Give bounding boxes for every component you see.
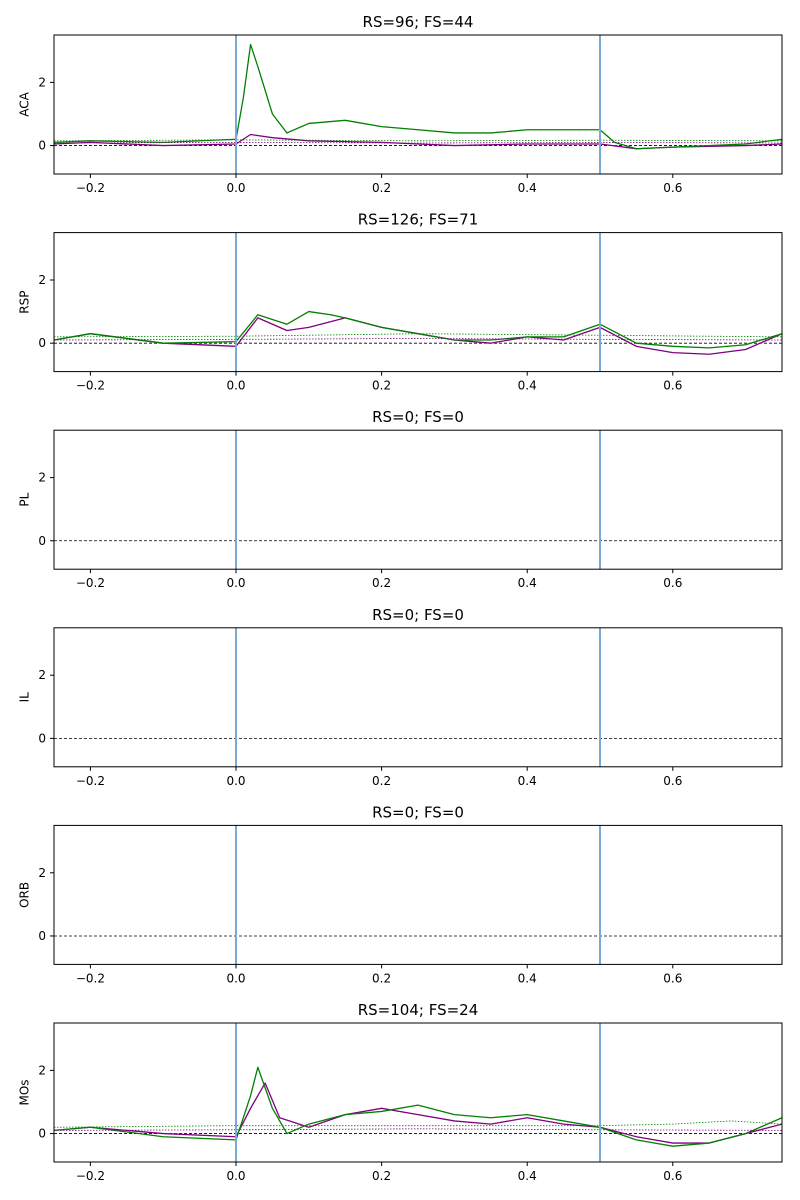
y-tick-label: 2 — [38, 1063, 46, 1077]
y-tick-label: 2 — [38, 866, 46, 880]
series-line-3 — [54, 1128, 782, 1131]
plot-area — [54, 1023, 782, 1162]
y-axis-label: ORB — [18, 882, 32, 908]
y-tick-label: 2 — [38, 668, 46, 682]
panel-4: RS=0; FS=0 ORB −0.2 0.0 0.2 0.4 0.6 0 2 — [18, 803, 783, 985]
x-tick-label: 0.0 — [226, 181, 245, 195]
series-line-3 — [54, 338, 782, 341]
x-tick-label: −0.2 — [76, 1169, 105, 1183]
x-tick-label: 0.0 — [226, 971, 245, 985]
x-tick-label: 0.6 — [663, 379, 682, 393]
x-tick-label: 0.2 — [372, 971, 391, 985]
axes-frame — [53, 34, 783, 175]
x-tick-label: 0.4 — [518, 774, 537, 788]
x-tick-label: 0.6 — [663, 576, 682, 590]
axes-frame — [53, 232, 783, 373]
y-tick-label: 2 — [38, 75, 46, 89]
panel-title: RS=96; FS=44 — [363, 13, 474, 31]
x-tick-label: 0.2 — [372, 774, 391, 788]
panel-0: RS=96; FS=44 ACA −0.2 0.0 0.2 0.4 0.6 0 2 — [18, 13, 783, 195]
x-tick-label: 0.0 — [226, 774, 245, 788]
panel-title: RS=104; FS=24 — [358, 1001, 479, 1019]
series-line-1 — [54, 1066, 782, 1147]
x-tick-label: 0.4 — [518, 379, 537, 393]
axes-frame — [53, 1022, 783, 1163]
series-line-2 — [54, 333, 782, 338]
series-line-1 — [54, 310, 782, 349]
y-tick-label: 0 — [38, 139, 46, 153]
x-tick-label: 0.2 — [372, 379, 391, 393]
y-tick-label: 0 — [38, 534, 46, 548]
x-tick-label: 0.2 — [372, 1169, 391, 1183]
y-axis-label: IL — [18, 692, 32, 703]
x-tick-label: 0.4 — [518, 971, 537, 985]
panel-2: RS=0; FS=0 PL −0.2 0.0 0.2 0.4 0.6 0 2 — [18, 408, 783, 590]
y-tick-label: 2 — [38, 471, 46, 485]
y-tick-label: 2 — [38, 273, 46, 287]
x-tick-label: 0.0 — [226, 576, 245, 590]
panel-title: RS=0; FS=0 — [372, 606, 464, 624]
series-line-2 — [54, 1120, 782, 1128]
plot-area — [54, 825, 782, 965]
y-axis-label: ACA — [18, 91, 32, 116]
x-tick-label: −0.2 — [76, 774, 105, 788]
series-line-3 — [54, 142, 782, 144]
x-tick-label: −0.2 — [76, 576, 105, 590]
plot-area — [54, 232, 782, 372]
y-tick-label: 0 — [38, 929, 46, 943]
axes-frame — [53, 627, 783, 768]
y-axis-label: RSP — [18, 290, 32, 313]
x-tick-label: 0.2 — [372, 181, 391, 195]
x-tick-label: 0.6 — [663, 1169, 682, 1183]
x-tick-label: −0.2 — [76, 379, 105, 393]
panel-title: RS=0; FS=0 — [372, 803, 464, 821]
plot-area — [54, 627, 782, 767]
x-tick-label: 0.0 — [226, 1169, 245, 1183]
x-tick-label: 0.6 — [663, 971, 682, 985]
x-tick-label: 0.6 — [663, 774, 682, 788]
panel-title: RS=0; FS=0 — [372, 408, 464, 426]
panel-1: RS=126; FS=71 RSP −0.2 0.0 0.2 0.4 0.6 0 2 — [18, 211, 783, 393]
axes-frame — [53, 824, 783, 965]
series-line-2 — [54, 139, 782, 142]
x-tick-label: 0.6 — [663, 181, 682, 195]
series-line-1 — [54, 43, 782, 150]
y-axis-label: PL — [18, 492, 32, 506]
plot-area — [54, 35, 782, 174]
x-tick-label: −0.2 — [76, 971, 105, 985]
panel-3: RS=0; FS=0 IL −0.2 0.0 0.2 0.4 0.6 0 2 — [18, 606, 783, 788]
y-axis-label: MOs — [18, 1079, 32, 1105]
x-tick-label: 0.0 — [226, 379, 245, 393]
series-line-0 — [54, 1082, 782, 1144]
panel-5: RS=104; FS=24 MOs −0.2 0.0 0.2 0.4 0.6 0 2 — [18, 1001, 783, 1183]
axes-frame — [53, 429, 783, 570]
y-tick-label: 0 — [38, 1127, 46, 1141]
x-tick-label: 0.2 — [372, 576, 391, 590]
x-tick-label: 0.4 — [518, 1169, 537, 1183]
x-tick-label: 0.4 — [518, 576, 537, 590]
y-tick-label: 0 — [38, 731, 46, 745]
x-tick-label: −0.2 — [76, 181, 105, 195]
y-tick-label: 0 — [38, 336, 46, 350]
panel-title: RS=126; FS=71 — [358, 211, 479, 229]
plot-area — [54, 430, 782, 570]
x-tick-label: 0.4 — [518, 181, 537, 195]
